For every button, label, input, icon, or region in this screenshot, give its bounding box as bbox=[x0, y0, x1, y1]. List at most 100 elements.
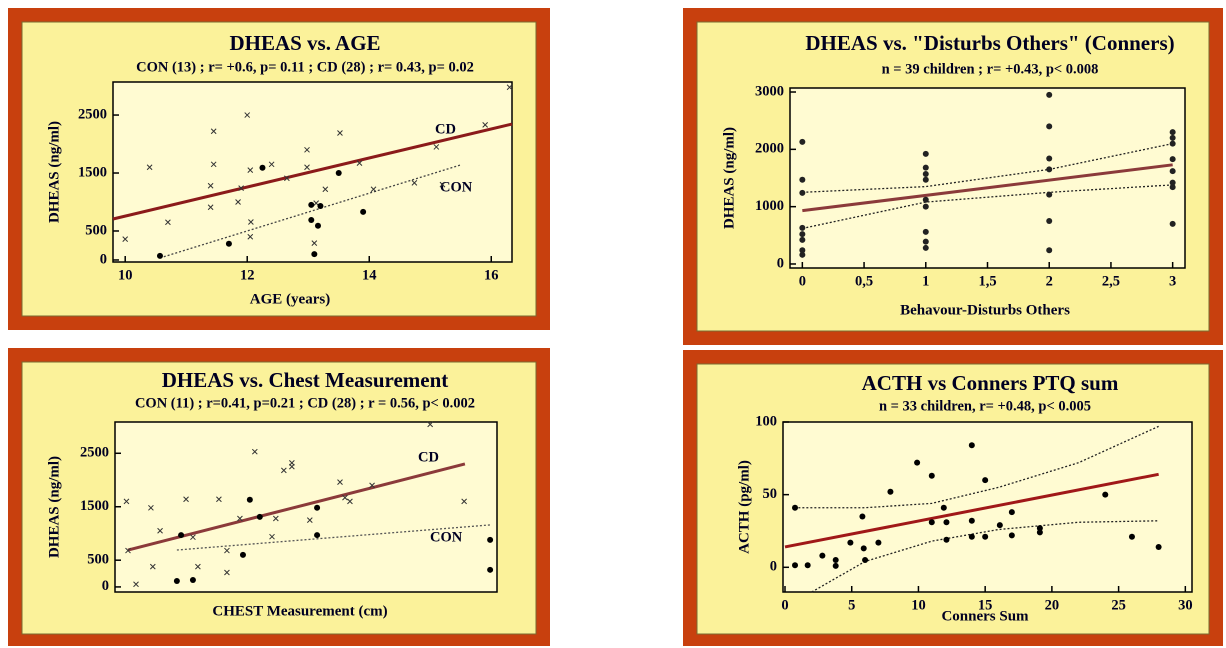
y-tick-label: 0 bbox=[777, 255, 784, 271]
dot-marker bbox=[173, 578, 180, 585]
x-marker bbox=[304, 164, 310, 171]
x-marker bbox=[248, 219, 254, 225]
dot-marker bbox=[225, 240, 232, 247]
dot-marker bbox=[1046, 91, 1053, 98]
dot-marker bbox=[1169, 140, 1176, 147]
dot-marker bbox=[1008, 532, 1015, 539]
dot-marker bbox=[335, 170, 342, 177]
dot-marker bbox=[1169, 156, 1176, 163]
dot-marker bbox=[819, 552, 826, 559]
confidence-line bbox=[802, 142, 1173, 193]
y-axis-label: ACTH (pg/ml) bbox=[736, 460, 752, 554]
dot-marker bbox=[968, 442, 975, 449]
dot-marker bbox=[799, 176, 806, 183]
dot-marker bbox=[308, 201, 315, 208]
x-marker bbox=[280, 467, 287, 474]
x-marker bbox=[238, 185, 244, 191]
x-tick-label: 0,5 bbox=[855, 273, 873, 289]
dot-marker bbox=[1008, 509, 1015, 516]
x-marker bbox=[439, 181, 446, 188]
y-tick-label: 100 bbox=[755, 413, 777, 429]
fit-label: CD bbox=[435, 121, 456, 137]
x-marker bbox=[461, 498, 468, 505]
dot-marker bbox=[968, 533, 975, 540]
x-marker bbox=[268, 161, 275, 168]
y-tick-label: 500 bbox=[87, 552, 109, 568]
fit-line bbox=[112, 122, 513, 221]
dot-marker bbox=[922, 196, 929, 203]
x-marker bbox=[149, 563, 156, 570]
dot-marker bbox=[922, 228, 929, 235]
dot-marker bbox=[360, 208, 367, 215]
dot-marker bbox=[1036, 529, 1043, 536]
x-axis-label: Behavour-Disturbs Others bbox=[900, 302, 1070, 318]
x-marker bbox=[342, 494, 348, 501]
dot-marker bbox=[792, 562, 799, 569]
x-marker bbox=[123, 498, 130, 505]
chart-title: DHEAS vs. Chest Measurement bbox=[162, 368, 449, 392]
confidence-line bbox=[798, 425, 1159, 509]
dot-marker bbox=[156, 252, 163, 259]
dot-marker bbox=[259, 164, 266, 171]
x-marker bbox=[289, 463, 295, 470]
y-tick-label: 1500 bbox=[78, 164, 107, 180]
x-marker bbox=[195, 563, 201, 570]
x-axis-label: Conners Sum bbox=[941, 608, 1029, 624]
dot-marker bbox=[996, 522, 1003, 529]
x-marker bbox=[146, 164, 153, 171]
x-marker bbox=[207, 182, 214, 189]
fit-label: CD bbox=[418, 449, 439, 465]
x-marker bbox=[216, 496, 222, 503]
chart-subtitle: n = 33 children, r= +0.48, p< 0.005 bbox=[879, 398, 1091, 414]
chart-subtitle: CON (11) ; r=0.41, p=0.21 ; CD (28) ; r … bbox=[135, 395, 475, 411]
dot-marker bbox=[1169, 129, 1176, 136]
plot-area bbox=[114, 421, 498, 593]
dot-marker bbox=[1046, 191, 1053, 198]
x-marker bbox=[482, 122, 489, 128]
x-marker bbox=[411, 180, 418, 186]
dot-marker bbox=[1169, 168, 1176, 175]
dot-marker bbox=[317, 203, 324, 210]
dot-marker bbox=[922, 176, 929, 183]
x-tick-label: 3 bbox=[1169, 273, 1176, 289]
x-axis-label: CHEST Measurement (cm) bbox=[212, 603, 387, 619]
dot-marker bbox=[940, 504, 947, 511]
dot-marker bbox=[943, 519, 950, 526]
x-marker bbox=[370, 186, 377, 193]
y-tick-label: 2000 bbox=[755, 141, 784, 157]
dot-marker bbox=[1169, 134, 1176, 141]
dot-marker bbox=[982, 533, 989, 540]
dot-marker bbox=[256, 513, 263, 520]
x-marker bbox=[251, 448, 258, 455]
dot-marker bbox=[487, 536, 494, 543]
dot-marker bbox=[875, 539, 882, 546]
chart-title: DHEAS vs. AGE bbox=[229, 31, 380, 55]
dot-marker bbox=[799, 224, 806, 231]
dot-marker bbox=[922, 238, 929, 245]
dot-marker bbox=[887, 488, 894, 495]
x-marker bbox=[433, 144, 440, 150]
fit-line bbox=[127, 462, 466, 552]
dot-marker bbox=[178, 532, 185, 539]
dot-marker bbox=[1155, 543, 1162, 550]
chart-title: DHEAS vs. "Disturbs Others" (Conners) bbox=[805, 31, 1174, 55]
fit-label: CON bbox=[440, 179, 473, 195]
dot-marker bbox=[799, 231, 806, 238]
dot-marker bbox=[968, 517, 975, 524]
dot-marker bbox=[922, 170, 929, 177]
x-tick-label: 0 bbox=[781, 597, 788, 613]
dot-marker bbox=[922, 203, 929, 210]
dot-marker bbox=[792, 504, 799, 511]
x-marker bbox=[122, 236, 129, 242]
dot-marker bbox=[860, 545, 867, 552]
dot-marker bbox=[982, 477, 989, 484]
fit-line bbox=[802, 163, 1173, 213]
dot-marker bbox=[239, 551, 246, 558]
dot-marker bbox=[1046, 247, 1053, 254]
x-marker bbox=[235, 199, 241, 205]
y-tick-label: 50 bbox=[763, 486, 778, 502]
dot-marker bbox=[1169, 179, 1176, 186]
x-marker bbox=[284, 175, 290, 182]
dot-marker bbox=[1046, 155, 1053, 162]
